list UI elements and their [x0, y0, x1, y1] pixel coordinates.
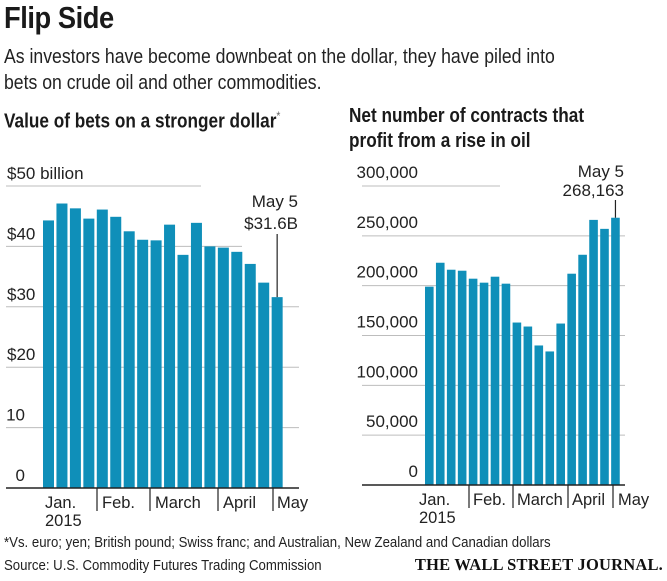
- left-bar: [110, 216, 122, 488]
- left-bar: [164, 224, 176, 488]
- right-bar: [523, 326, 533, 485]
- left-bar: [217, 247, 229, 488]
- left-y-tick-label: 0: [16, 466, 25, 485]
- right-x-tick-label: Feb.: [473, 491, 506, 509]
- left-bar: [43, 220, 54, 489]
- right-annotation-date: May 5: [578, 162, 624, 181]
- right-bar: [589, 219, 598, 486]
- left-bar: [56, 203, 68, 489]
- right-y-tick-label: 150,000: [357, 313, 418, 332]
- right-x-tick-label: Jan.: [419, 491, 450, 509]
- left-bar: [231, 251, 243, 488]
- left-x-tick-label: April: [223, 494, 256, 512]
- source-note: Source: U.S. Commodity Futures Trading C…: [4, 557, 322, 574]
- left-y-tick-label: $50 billion: [7, 164, 84, 183]
- left-bar: [190, 222, 202, 488]
- left-bar: [69, 208, 81, 488]
- left-bar: [271, 297, 283, 488]
- right-bar: [545, 351, 555, 485]
- right-chart-title-line-1: Net number of contracts that: [349, 105, 585, 127]
- left-x-tick-label: Feb.: [102, 494, 135, 512]
- page-title: Flip Side: [4, 0, 114, 35]
- right-y-tick-label: 50,000: [366, 412, 418, 431]
- right-bar: [435, 262, 445, 485]
- right-y-tick-label: 250,000: [357, 213, 418, 232]
- left-bar: [177, 254, 189, 488]
- right-bar: [567, 273, 576, 485]
- right-y-tick-label: 100,000: [357, 362, 418, 381]
- left-bar: [137, 239, 149, 488]
- left-bar: [96, 209, 108, 488]
- right-y-tick-label: 200,000: [357, 263, 418, 282]
- right-bar: [446, 269, 456, 485]
- left-y-tick-label: $40: [7, 224, 35, 243]
- right-x-tick-sublabel: 2015: [419, 509, 456, 527]
- right-y-tick-label: 300,000: [357, 163, 418, 182]
- left-bar: [258, 282, 270, 488]
- left-y-tick-label: $30: [7, 285, 35, 304]
- right-bar: [490, 276, 500, 485]
- subtitle-line-1: As investors have become downbeat on the…: [4, 45, 555, 68]
- right-y-tick-label: 0: [409, 462, 418, 481]
- right-chart-title: Net number of contracts that profit from…: [349, 104, 584, 154]
- left-x-tick-label: Jan.: [45, 494, 76, 512]
- right-annotation-value: 268,163: [563, 181, 624, 200]
- left-y-tick-label: $20: [7, 345, 35, 364]
- right-bar: [501, 283, 511, 485]
- right-bar: [512, 322, 522, 485]
- left-x-tick-label: May: [277, 494, 309, 512]
- right-x-tick-label: May: [618, 491, 650, 509]
- left-bar: [123, 231, 135, 489]
- subtitle-line-2: bets on crude oil and other commodities.: [4, 71, 322, 94]
- right-bar: [534, 345, 544, 485]
- footnote: *Vs. euro; yen; British pound; Swiss fra…: [4, 534, 551, 551]
- right-chart-title-line-2: profit from a rise in oil: [349, 130, 531, 152]
- left-bar: [244, 263, 256, 488]
- left-bar: [83, 218, 95, 488]
- left-y-tick-label: 10: [6, 406, 25, 425]
- left-bar: [204, 246, 216, 488]
- right-bar: [457, 270, 467, 485]
- footnote-mark: *: [276, 109, 281, 123]
- right-x-tick-label: April: [572, 491, 605, 509]
- right-bar: [611, 217, 620, 485]
- wsj-logo: THE WALL STREET JOURNAL.: [414, 555, 663, 574]
- right-bar: [556, 323, 565, 485]
- left-chart-title: Value of bets on a stronger dollar*: [4, 104, 280, 135]
- right-bar: [468, 278, 478, 485]
- right-bar: [578, 254, 587, 485]
- right-bar: [425, 286, 434, 485]
- left-annotation-date: May 5: [252, 192, 298, 211]
- right-bar: [600, 228, 609, 485]
- left-x-tick-label: March: [155, 494, 201, 512]
- page-subtitle: As investors have become downbeat on the…: [4, 44, 658, 96]
- left-bar: [150, 240, 162, 488]
- right-bar: [479, 282, 489, 485]
- right-x-tick-label: March: [517, 491, 563, 509]
- left-chart-title-text: Value of bets on a stronger dollar: [4, 110, 277, 133]
- left-x-tick-sublabel: 2015: [45, 512, 82, 530]
- left-annotation-value: $31.6B: [244, 214, 298, 233]
